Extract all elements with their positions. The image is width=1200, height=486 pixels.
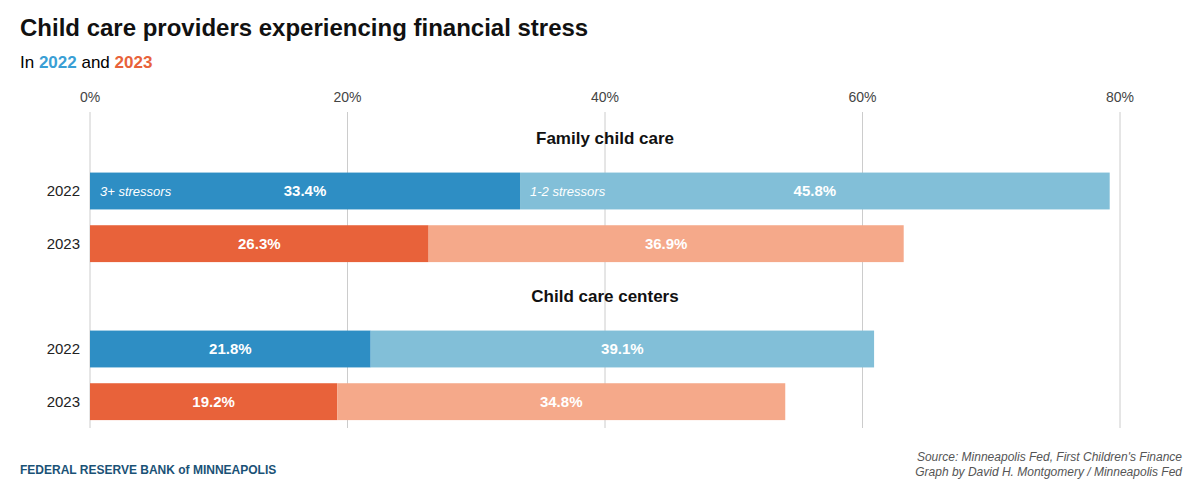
bar: [429, 225, 904, 262]
tick-label: 20%: [333, 89, 361, 105]
data-label: 21.8%: [209, 340, 252, 357]
subtitle-part: 2022: [39, 53, 77, 72]
category-label: 2023: [47, 393, 80, 410]
background: [0, 0, 1200, 486]
grid-line: [347, 112, 348, 428]
bar: [337, 383, 785, 420]
tick-label: 80%: [1106, 89, 1134, 105]
bar: [371, 331, 874, 368]
series-label: 1-2 stressors: [530, 184, 606, 199]
bar: [90, 225, 429, 262]
tick-label: 0%: [80, 89, 100, 105]
chart: Child care providers experiencing financ…: [0, 0, 1200, 486]
grid-line: [1120, 112, 1121, 428]
grid-line: [862, 112, 863, 428]
grid: [90, 112, 1120, 428]
subtitle-part: In: [20, 53, 39, 72]
subtitle: In 2022 and 2023: [20, 53, 152, 72]
category-label: 2022: [47, 182, 80, 199]
tick-label: 40%: [591, 89, 619, 105]
source: Source: Minneapolis Fed, First Children'…: [915, 450, 1182, 479]
publisher-label: FEDERAL RESERVE BANK of MINNEAPOLIS: [20, 463, 276, 477]
bar: [90, 331, 371, 368]
data-label: 33.4%: [284, 182, 327, 199]
group-label: Family child care: [536, 129, 674, 148]
data-label: 26.3%: [238, 235, 281, 252]
data-label: 45.8%: [794, 182, 837, 199]
bar-texts: Family child care 2022 33.4% 3+ stressors 45…: [47, 129, 837, 409]
category-label: 2023: [47, 235, 80, 252]
bars: [90, 173, 1110, 421]
series-label: 3+ stressors: [100, 184, 172, 199]
data-label: 34.8%: [540, 393, 583, 410]
data-label: 39.1%: [601, 340, 644, 357]
data-label: 19.2%: [192, 393, 235, 410]
data-label: 36.9%: [645, 235, 688, 252]
grid-line: [605, 112, 606, 428]
subtitle-part: and: [77, 53, 115, 72]
tick-label: 60%: [848, 89, 876, 105]
category-label: 2022: [47, 340, 80, 357]
bar: [520, 173, 1110, 210]
subtitle-part: 2023: [115, 53, 153, 72]
grid-line: [90, 112, 91, 428]
title: Child care providers experiencing financ…: [20, 14, 588, 41]
bar: [90, 173, 520, 210]
group-label: Child care centers: [531, 287, 678, 306]
bar: [90, 383, 337, 420]
